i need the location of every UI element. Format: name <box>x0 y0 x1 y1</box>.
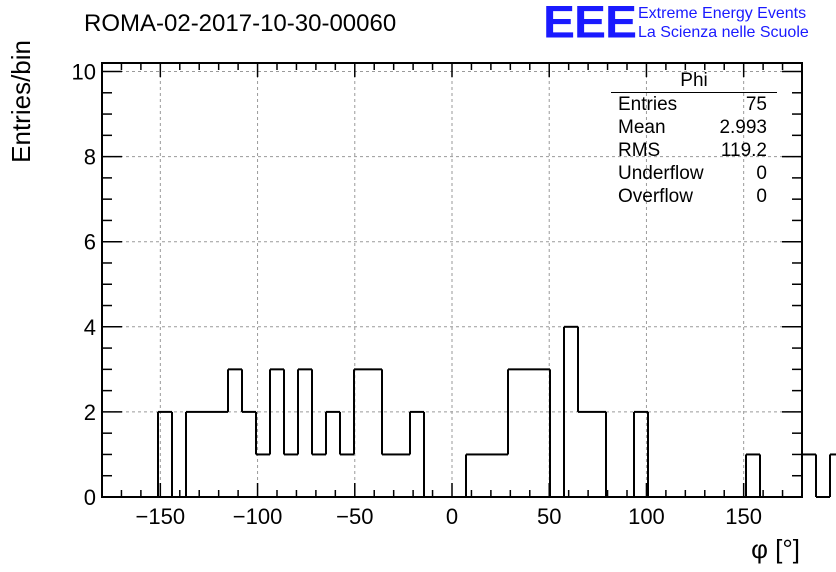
x-tick-label: −150 <box>136 504 186 529</box>
plot-frame <box>101 62 803 498</box>
logo-line-1: Extreme Energy Events <box>638 5 807 22</box>
stats-value: 119.2 <box>720 140 767 161</box>
x-tick-label: 50 <box>537 504 561 529</box>
y-tick-label: 4 <box>84 315 96 340</box>
eee-logo: EEE <box>543 0 637 48</box>
eee-logo-text: Extreme Energy Events La Scienza nelle S… <box>638 4 809 42</box>
stats-label: Entries <box>618 94 678 115</box>
grid-lines <box>102 63 802 497</box>
stats-value: 75 <box>745 94 767 115</box>
y-axis-label: Entries/bin <box>6 40 36 163</box>
x-tick-label: −50 <box>336 504 373 529</box>
y-tick-label: 2 <box>84 400 96 425</box>
y-tick-label: 6 <box>84 230 96 255</box>
stats-value: 0 <box>756 186 767 207</box>
stats-label: Overflow <box>618 186 693 207</box>
stats-row-underflow: Underflow 0 <box>611 162 777 185</box>
tick-labels: −150 −100 −50 0 50 100 150 0 2 4 6 8 10 <box>72 60 763 529</box>
stats-row-entries: Entries 75 <box>611 93 777 116</box>
y-tick-label: 8 <box>84 145 96 170</box>
x-tick-label: 0 <box>446 504 458 529</box>
stats-label: Underflow <box>618 163 704 184</box>
stats-title: Phi <box>611 70 777 93</box>
logo-line-2: La Scienza nelle Scuole <box>638 24 809 41</box>
stats-label: Mean <box>618 117 666 138</box>
x-tick-label: −100 <box>233 504 283 529</box>
stats-value: 0 <box>756 163 767 184</box>
y-tick-label: 10 <box>72 60 96 85</box>
stats-box: Phi Entries 75 Mean 2.993 RMS 119.2 Unde… <box>611 70 777 208</box>
stats-row-rms: RMS 119.2 <box>611 139 777 162</box>
x-tick-label: 150 <box>725 504 762 529</box>
y-tick-label: 0 <box>84 485 96 510</box>
stats-row-overflow: Overflow 0 <box>611 185 777 208</box>
x-tick-label: 100 <box>628 504 665 529</box>
run-title: ROMA-02-2017-10-30-00060 <box>84 10 397 37</box>
stats-label: RMS <box>618 140 661 161</box>
stats-row-mean: Mean 2.993 <box>611 116 777 139</box>
x-axis-label: φ [°] <box>751 534 800 564</box>
stats-value: 2.993 <box>719 117 767 138</box>
